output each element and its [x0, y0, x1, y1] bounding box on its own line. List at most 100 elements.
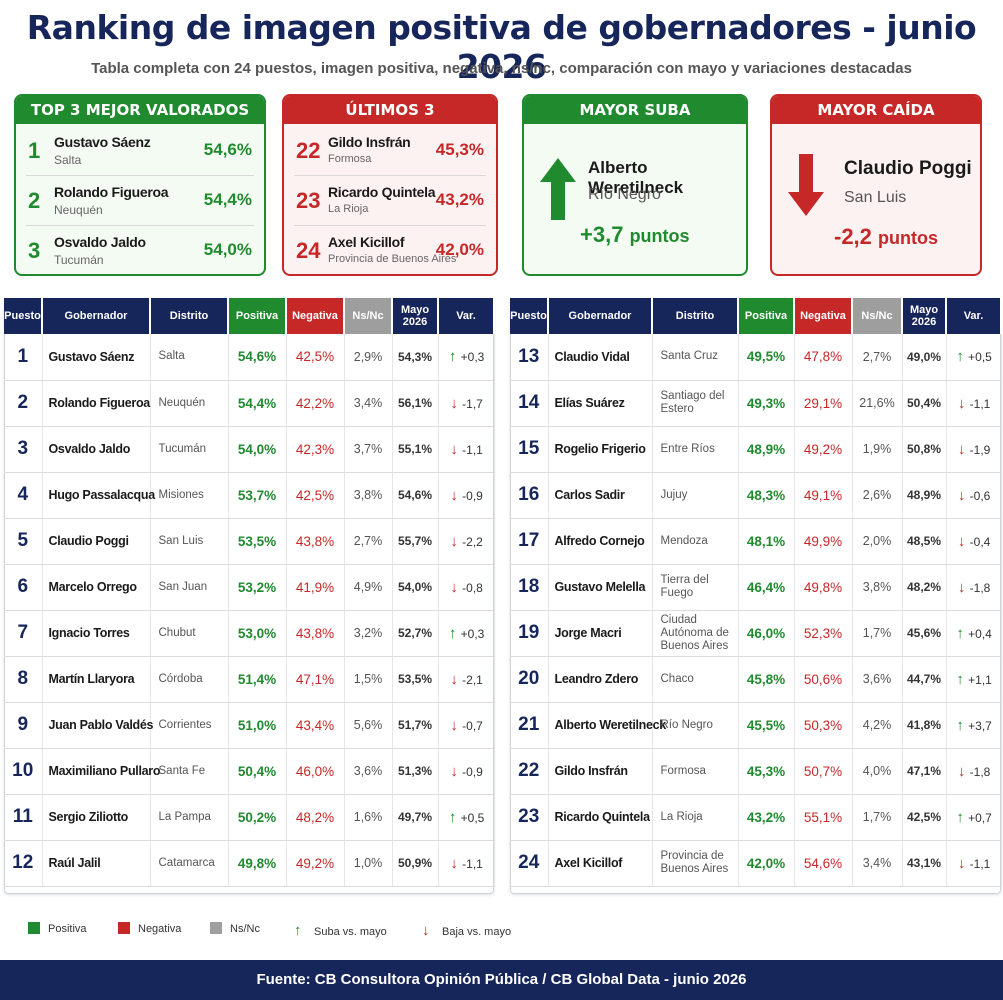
list-item: 23 Ricardo Quintela La Rioja 43,2% — [294, 176, 486, 226]
mayo-cell: 47,1% — [902, 748, 947, 795]
positiva-cell: 49,5% — [738, 334, 795, 381]
variation-value: -1,1 — [462, 856, 483, 871]
table-row: 7 Ignacio Torres Chubut 53,0% 43,8% 3,2% 52,7%… — [4, 610, 495, 657]
arrow-down-icon: ↓ — [450, 716, 458, 734]
governor-cell: Sergio Ziliotto — [42, 794, 151, 841]
table-row: 6 Marcelo Orrego San Juan 53,2% 41,9% 4,9% 54,… — [4, 564, 495, 611]
arrow-down-icon: ↓ — [957, 578, 966, 596]
mayo-cell: 52,7% — [392, 610, 439, 657]
mini-rank: 2 — [28, 188, 41, 213]
nsnc-cell: 4,2% — [852, 702, 903, 749]
negativa-cell: 43,8% — [286, 610, 345, 657]
variation-value: +1,1 — [968, 672, 992, 687]
mayo-cell: 56,1% — [392, 380, 439, 427]
negativa-cell: 46,0% — [286, 748, 345, 795]
governor-cell: Claudio Poggi — [42, 518, 151, 565]
positiva-cell: 54,6% — [228, 334, 287, 381]
nsnc-cell: 2,7% — [344, 518, 393, 565]
positiva-cell: 49,3% — [738, 380, 795, 427]
rank-cell: 19 — [510, 610, 549, 657]
fall-points-value: -2,2 — [834, 224, 872, 249]
district-cell: San Luis — [150, 518, 229, 565]
positiva-cell: 54,4% — [228, 380, 287, 427]
fall-heading: MAYOR CAÍDA — [772, 96, 980, 124]
positiva-cell: 53,7% — [228, 472, 287, 519]
nsnc-cell: 3,8% — [852, 564, 903, 611]
arrow-down-icon: ↓ — [422, 922, 430, 939]
positiva-cell: 53,2% — [228, 564, 287, 611]
nsnc-cell: 1,5% — [344, 656, 393, 703]
top3-heading: TOP 3 MEJOR VALORADOS — [16, 96, 264, 124]
rank-cell: 3 — [4, 426, 43, 473]
table-row: 22 Gildo Insfrán Formosa 45,3% 50,7% 4,0% 47,1… — [510, 748, 1002, 795]
arrow-down-icon: ↓ — [957, 762, 966, 780]
table-row: 8 Martín Llaryora Córdoba 51,4% 47,1% 1,5% 53,… — [4, 656, 495, 703]
column-header-mayo: Mayo 2026 — [392, 298, 439, 334]
table-row: 3 Osvaldo Jaldo Tucumán 54,0% 42,3% 3,7% 55,1%… — [4, 426, 495, 473]
table-row: 19 Jorge Macri Ciudad Autónoma de Buenos A… — [510, 610, 1002, 657]
variation-cell: ↓ -1,1 — [946, 380, 1002, 427]
district-cell: Provincia de Buenos Aires — [652, 840, 739, 887]
positiva-cell: 42,0% — [738, 840, 795, 887]
variation-cell: ↓ -1,8 — [946, 748, 1002, 795]
rank-cell: 4 — [4, 472, 43, 519]
mini-district: Formosa — [328, 153, 372, 165]
table-row: 9 Juan Pablo Valdés Corrientes 51,0% 43,4% 5,… — [4, 702, 495, 749]
negativa-cell: 42,5% — [286, 334, 345, 381]
variation-cell: ↓ -1,9 — [946, 426, 1002, 473]
mini-district: Provincia de Buenos Aires — [328, 253, 457, 265]
governor-cell: Osvaldo Jaldo — [42, 426, 151, 473]
column-header-gobernador: Gobernador — [42, 298, 151, 334]
district-cell: Chaco — [652, 656, 739, 703]
district-cell: Corrientes — [150, 702, 229, 749]
nsnc-cell: 21,6% — [852, 380, 903, 427]
mini-value: 45,3% — [435, 140, 484, 159]
nsnc-cell: 3,6% — [852, 656, 903, 703]
variation-value: -1,1 — [462, 442, 483, 457]
legend-positiva: Positiva — [28, 922, 87, 935]
district-cell: Santa Fe — [150, 748, 229, 795]
rank-cell: 11 — [4, 794, 43, 841]
district-cell: Santiago del Estero — [652, 380, 739, 427]
column-header-var: Var. — [438, 298, 495, 334]
variation-value: -1,8 — [969, 764, 991, 779]
arrow-down-icon: ↓ — [450, 578, 458, 596]
mini-rank: 1 — [28, 138, 41, 163]
governor-cell: Gustavo Melella — [548, 564, 653, 611]
mayo-cell: 51,3% — [392, 748, 439, 795]
variation-value: +0,5 — [460, 810, 485, 825]
variation-cell: ↓ -0,9 — [438, 748, 495, 795]
nsnc-cell: 4,0% — [852, 748, 903, 795]
last3-card: ÚLTIMOS 3 22 Gildo Insfrán Formosa 45,3% 23 R… — [282, 94, 498, 276]
nsnc-cell: 1,6% — [344, 794, 393, 841]
rank-cell: 24 — [510, 840, 549, 887]
variation-value: -0,9 — [462, 488, 483, 503]
nsnc-cell: 2,0% — [852, 518, 903, 565]
table-row: 1 Gustavo Sáenz Salta 54,6% 42,5% 2,9% 54,3% ↑ +… — [4, 334, 495, 381]
column-header-negativa: Negativa — [286, 298, 345, 334]
arrow-down-icon: ↓ — [450, 532, 458, 550]
rise-points-unit: puntos — [629, 226, 690, 246]
district-cell: Formosa — [652, 748, 739, 795]
governor-cell: Alfredo Cornejo — [548, 518, 653, 565]
mayo-cell: 50,8% — [902, 426, 947, 473]
variation-value: -1,9 — [969, 442, 991, 457]
governor-cell: Gustavo Sáenz — [42, 334, 151, 381]
nsnc-cell: 4,9% — [344, 564, 393, 611]
governor-cell: Hugo Passalacqua — [42, 472, 155, 519]
legend-suba: ↑ Suba vs. mayo — [294, 922, 387, 939]
variation-cell: ↑ +0,3 — [438, 334, 495, 381]
rank-cell: 10 — [4, 748, 43, 795]
mayo-cell: 48,9% — [902, 472, 947, 519]
arrow-down-icon — [788, 154, 824, 216]
mayo-cell: 50,4% — [902, 380, 947, 427]
table-row: 11 Sergio Ziliotto La Pampa 50,2% 48,2% 1,6% 4… — [4, 794, 495, 841]
negativa-cell: 29,1% — [794, 380, 853, 427]
negativa-cell: 43,4% — [286, 702, 345, 749]
positiva-cell: 48,3% — [738, 472, 795, 519]
governor-cell: Axel Kicillof — [548, 840, 653, 887]
fall-name: Claudio Poggi — [844, 158, 972, 179]
governor-cell: Elías Suárez — [548, 380, 653, 427]
arrow-up-icon: ↑ — [294, 922, 302, 939]
rank-cell: 14 — [510, 380, 549, 427]
